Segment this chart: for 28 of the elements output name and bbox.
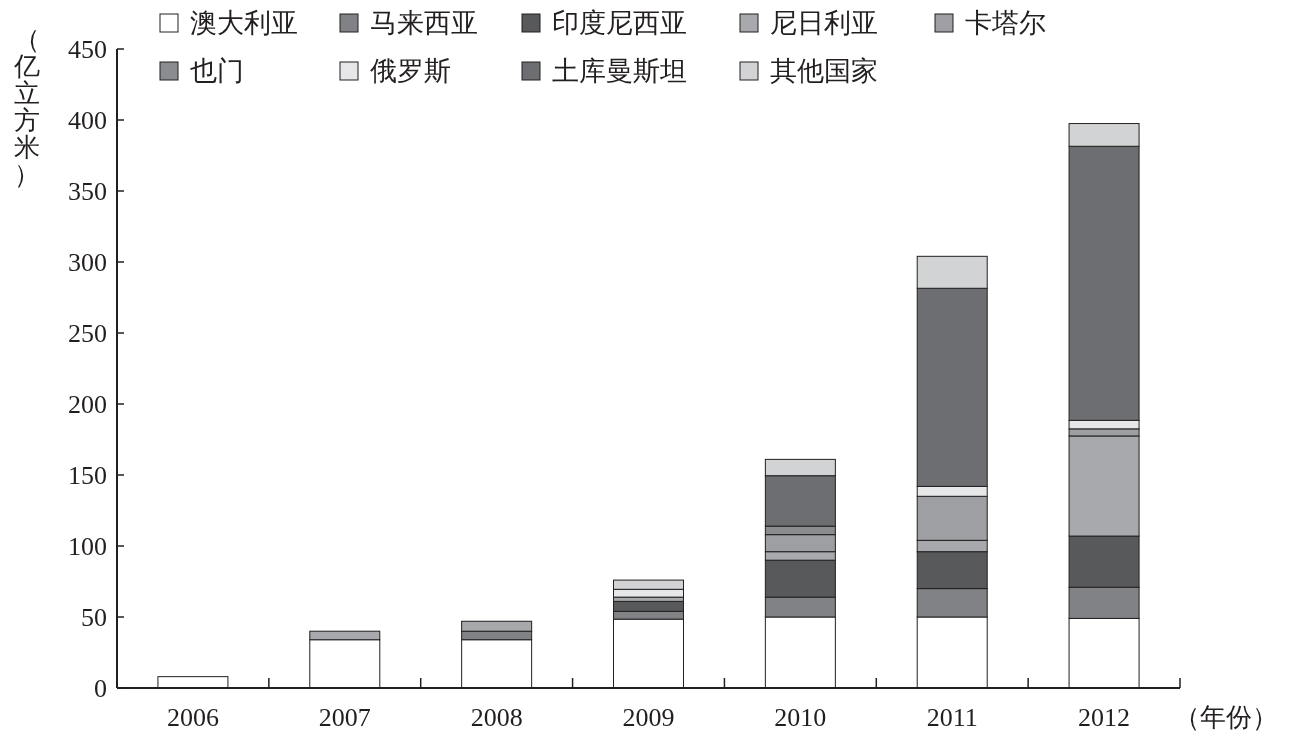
x-tick-label: 2011 [926, 703, 978, 732]
x-axis-title: （年份） [1174, 703, 1278, 732]
legend-label: 印度尼西亚 [552, 8, 687, 38]
y-tick-label: 250 [68, 319, 107, 348]
x-tick-label: 2012 [1078, 703, 1131, 732]
y-tick-label: 0 [94, 674, 107, 703]
legend-label: 其他国家 [770, 56, 878, 86]
y-tick-label: 100 [68, 532, 107, 561]
legend-label: 俄罗斯 [370, 56, 451, 86]
legend-label: 澳大利亚 [190, 8, 298, 38]
y-tick-label: 400 [68, 106, 107, 135]
y-axis-title: （亿立方米） [13, 25, 40, 189]
legend-label: 马来西亚 [370, 8, 478, 38]
x-tick-label: 2009 [622, 703, 675, 732]
y-tick-label: 300 [68, 248, 107, 277]
legend-label: 土库曼斯坦 [552, 56, 687, 86]
legend-label: 也门 [190, 56, 244, 86]
y-tick-label: 200 [68, 390, 107, 419]
y-tick-label: 450 [68, 35, 107, 64]
y-tick-label: 50 [81, 603, 107, 632]
legend-label: 尼日利亚 [770, 8, 878, 38]
x-tick-label: 2006 [166, 703, 219, 732]
x-tick-label: 2010 [774, 703, 827, 732]
x-tick-label: 2007 [318, 703, 371, 732]
y-tick-label: 150 [68, 461, 107, 490]
y-tick-label: 350 [68, 177, 107, 206]
legend-label: 卡塔尔 [965, 8, 1046, 38]
x-tick-label: 2008 [470, 703, 523, 732]
